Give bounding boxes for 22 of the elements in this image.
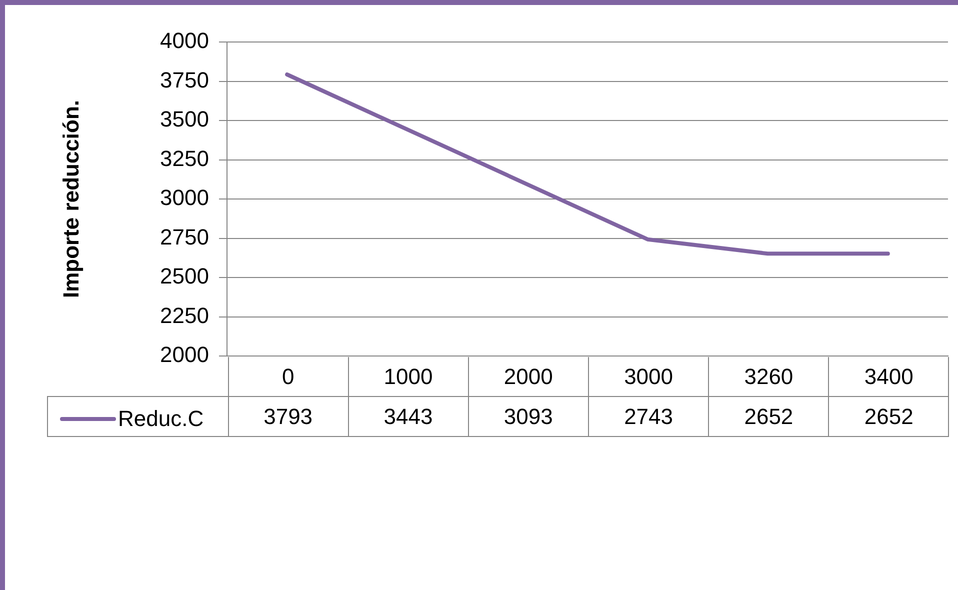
x-tick-label: 2000 xyxy=(468,357,588,396)
x-tick-label: 3260 xyxy=(708,357,829,396)
data-label: 2743 xyxy=(588,396,709,436)
data-label: 2652 xyxy=(708,396,829,436)
y-tick-label: 3000 xyxy=(160,185,209,210)
data-label: 3793 xyxy=(228,396,348,436)
y-tick-label: 2750 xyxy=(160,224,209,250)
y-tick-label: 2500 xyxy=(160,264,209,289)
data-label: 3443 xyxy=(348,396,468,436)
x-tick-label: 3400 xyxy=(828,357,949,396)
y-tick-label: 2250 xyxy=(160,302,209,328)
y-tick-label: 3500 xyxy=(160,106,209,132)
x-tick-label: 0 xyxy=(228,357,348,396)
data-label: 2652 xyxy=(828,396,949,436)
y-tick-label: 4000 xyxy=(160,28,209,54)
data-label: 3093 xyxy=(468,396,588,436)
y-tick-label: 3250 xyxy=(160,146,209,171)
y-axis-title: Importe reducción. xyxy=(58,100,84,298)
legend-label: Reduc.C xyxy=(118,406,204,432)
x-tick-label: 3000 xyxy=(588,357,709,396)
y-tick-label: 3750 xyxy=(160,67,209,92)
x-tick-label: 1000 xyxy=(348,357,468,396)
